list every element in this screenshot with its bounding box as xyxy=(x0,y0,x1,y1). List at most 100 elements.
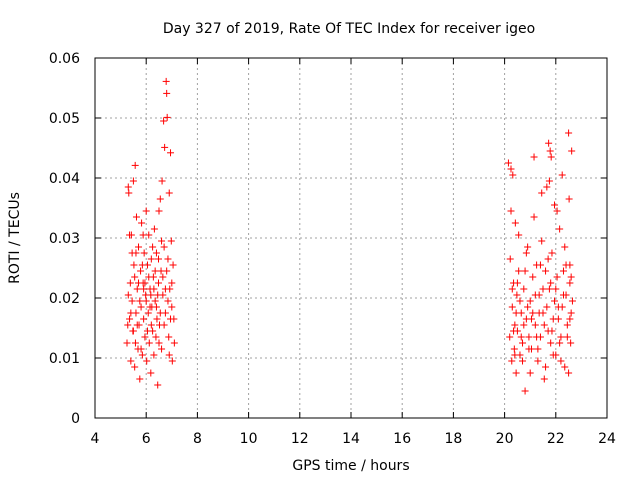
data-point xyxy=(158,345,166,353)
data-point xyxy=(168,279,176,287)
data-point xyxy=(152,303,160,311)
data-point xyxy=(154,381,162,389)
data-point xyxy=(543,303,551,311)
data-point xyxy=(130,261,138,269)
data-point xyxy=(165,351,173,359)
x-tick-label: 22 xyxy=(547,431,565,447)
data-point xyxy=(517,333,525,341)
data-point xyxy=(147,255,155,263)
data-point xyxy=(512,369,520,377)
y-tick-label: 0.04 xyxy=(49,171,80,187)
data-point xyxy=(133,321,141,329)
data-point xyxy=(511,351,519,359)
data-point xyxy=(167,149,175,157)
data-point xyxy=(567,273,575,281)
x-tick-label: 6 xyxy=(142,431,151,447)
data-point xyxy=(158,177,166,185)
data-point xyxy=(524,243,532,251)
data-point xyxy=(534,345,542,353)
data-point xyxy=(531,291,539,299)
y-tick-label: 0.01 xyxy=(49,351,80,367)
data-point xyxy=(133,285,141,293)
data-point xyxy=(512,309,520,317)
x-tick-label: 14 xyxy=(342,431,360,447)
data-point xyxy=(567,309,575,317)
data-point xyxy=(515,231,523,239)
x-axis-label: GPS time / hours xyxy=(292,458,409,474)
x-tick-label: 12 xyxy=(291,431,309,447)
data-point xyxy=(520,285,528,293)
data-point xyxy=(127,357,135,365)
data-point xyxy=(149,243,157,251)
data-point xyxy=(137,345,145,353)
data-point xyxy=(552,285,560,293)
data-point xyxy=(154,291,162,299)
data-point xyxy=(538,189,546,197)
data-point xyxy=(135,243,143,251)
data-point xyxy=(548,327,556,335)
data-point xyxy=(165,333,173,341)
data-point xyxy=(155,207,163,215)
data-point xyxy=(169,261,177,269)
y-tick-label: 0.06 xyxy=(49,51,80,67)
data-point xyxy=(141,279,149,287)
data-point xyxy=(131,273,139,281)
data-point xyxy=(136,297,144,305)
data-point xyxy=(535,309,543,317)
data-point xyxy=(566,279,574,287)
data-point xyxy=(132,213,140,221)
data-point xyxy=(161,285,169,293)
x-tick-label: 18 xyxy=(444,431,462,447)
data-point xyxy=(565,369,573,377)
data-point xyxy=(558,171,566,179)
data-point xyxy=(509,171,517,179)
data-point xyxy=(132,249,140,257)
data-point xyxy=(168,303,176,311)
data-point xyxy=(147,369,155,377)
data-point xyxy=(163,113,171,121)
data-point xyxy=(513,279,521,287)
data-point xyxy=(131,161,139,169)
data-point xyxy=(522,249,530,257)
data-point xyxy=(142,297,150,305)
data-point xyxy=(167,315,175,323)
data-point xyxy=(151,267,159,275)
data-point xyxy=(529,309,537,317)
data-point xyxy=(561,243,569,251)
data-point xyxy=(170,339,178,347)
data-point xyxy=(513,291,521,299)
x-tick-label: 20 xyxy=(496,431,514,447)
data-point xyxy=(534,357,542,365)
data-point xyxy=(543,183,551,191)
data-point xyxy=(562,291,570,299)
data-point xyxy=(128,297,136,305)
y-axis-label: ROTI / TECUs xyxy=(7,192,23,284)
data-point xyxy=(546,147,554,155)
data-point xyxy=(508,303,516,311)
y-tick-label: 0.02 xyxy=(49,291,80,307)
chart-title: Day 327 of 2019, Rate Of TEC Index for r… xyxy=(163,21,535,37)
data-point xyxy=(520,321,528,329)
data-point xyxy=(129,177,137,185)
data-point xyxy=(131,363,139,371)
data-point xyxy=(553,273,561,281)
data-point xyxy=(519,357,527,365)
data-point xyxy=(161,143,169,151)
data-point xyxy=(165,189,173,197)
data-point xyxy=(164,255,172,263)
data-point xyxy=(138,351,146,359)
data-point xyxy=(531,321,539,329)
data-point xyxy=(126,315,134,323)
data-point xyxy=(526,369,534,377)
data-point xyxy=(568,147,576,155)
data-point xyxy=(127,309,135,317)
data-point xyxy=(547,339,555,347)
data-point xyxy=(547,279,555,287)
data-point xyxy=(510,345,518,353)
data-point xyxy=(147,321,155,329)
data-point xyxy=(559,267,567,275)
data-point xyxy=(152,333,160,341)
data-point xyxy=(138,261,146,269)
data-point xyxy=(548,249,556,257)
